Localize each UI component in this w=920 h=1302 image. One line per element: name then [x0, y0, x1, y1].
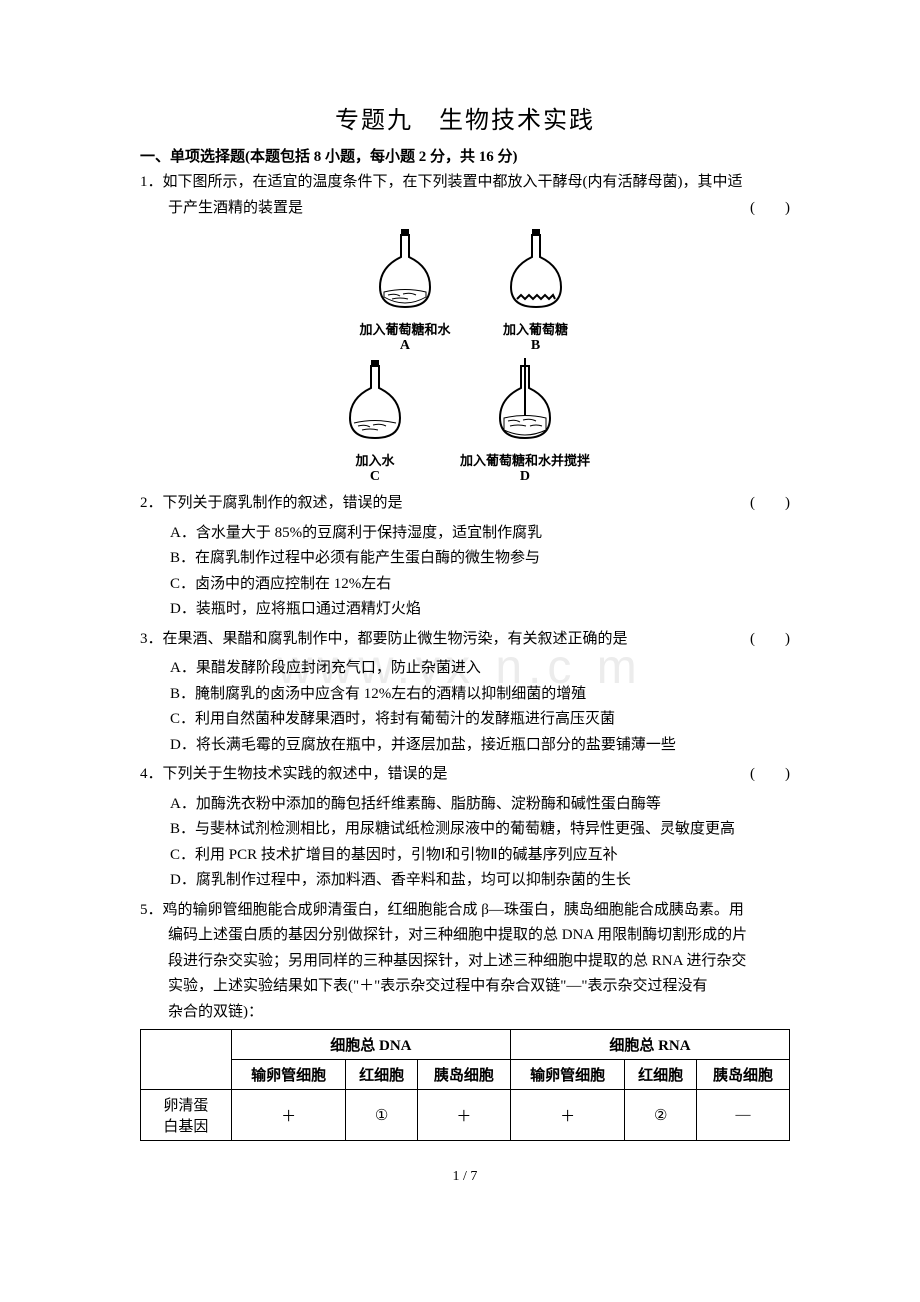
fig-b: 加入葡萄糖 B	[501, 227, 571, 354]
q4-answer-paren: ( )	[742, 762, 790, 788]
fig-c-label: 加入水	[355, 450, 394, 469]
page-title: 专题九 生物技术实践	[140, 100, 790, 135]
th-dna: 细胞总 DNA	[231, 1030, 510, 1060]
question-1: 1． 如下图所示，在适宜的温度条件下，在下列装置中都放入干酵母(内有活酵母菌)，…	[140, 170, 790, 221]
r1c4: ＋	[510, 1090, 624, 1141]
r1c5: ②	[625, 1090, 697, 1141]
q2-number: 2．	[140, 495, 163, 511]
q5-line3: 段进行杂交实验；另用同样的三种基因探针，对上述三种细胞中提取的总 RNA 进行杂…	[140, 949, 790, 975]
th-col1: 输卵管细胞	[231, 1060, 345, 1090]
question-3: 3．在果酒、果醋和腐乳制作中，都要防止微生物污染，有关叙述正确的是 ( )	[140, 627, 790, 653]
question-4: 4．下列关于生物技术实践的叙述中，错误的是 ( )	[140, 762, 790, 788]
q2-answer-paren: ( )	[742, 491, 790, 517]
th-col6: 胰岛细胞	[696, 1060, 789, 1090]
q2-opt-c: C．卤汤中的酒应控制在 12%左右	[140, 572, 790, 598]
fig-d: 加入葡萄糖和水并搅拌 D	[460, 358, 590, 485]
q1-line2: 于产生酒精的装置是	[168, 196, 303, 222]
fig-a-letter: A	[400, 338, 410, 354]
r1c2: ①	[346, 1090, 418, 1141]
q3-opt-a: A．果醋发酵阶段应封闭充气口，防止杂菌进入	[140, 656, 790, 682]
r1c6: —	[696, 1090, 789, 1141]
q5-number: 5．	[140, 898, 163, 924]
th-col4: 输卵管细胞	[510, 1060, 624, 1090]
page-number: 1 / 7	[140, 1169, 790, 1185]
q5-line2: 编码上述蛋白质的基因分别做探针，对三种细胞中提取的总 DNA 用限制酶切割形成的…	[140, 923, 790, 949]
question-2: 2．下列关于腐乳制作的叙述，错误的是 ( )	[140, 491, 790, 517]
q5-table: 细胞总 DNA 细胞总 RNA 输卵管细胞 红细胞 胰岛细胞 输卵管细胞 红细胞…	[140, 1029, 790, 1141]
th-col5: 红细胞	[625, 1060, 697, 1090]
q5-line1: 鸡的输卵管细胞能合成卵清蛋白，红细胞能合成 β—珠蛋白，胰岛细胞能合成胰岛素。用	[163, 898, 790, 924]
th-col3: 胰岛细胞	[417, 1060, 510, 1090]
q1-line1: 如下图所示，在适宜的温度条件下，在下列装置中都放入干酵母(内有活酵母菌)，其中适	[163, 170, 790, 196]
q4-opt-a: A．加酶洗衣粉中添加的酶包括纤维素酶、脂肪酶、淀粉酶和碱性蛋白酶等	[140, 792, 790, 818]
q2-opt-a: A．含水量大于 85%的豆腐利于保持湿度，适宜制作腐乳	[140, 521, 790, 547]
flask-b-icon	[501, 227, 571, 317]
q2-stem: 下列关于腐乳制作的叙述，错误的是	[163, 495, 403, 511]
q1-figures: 加入葡萄糖和水 A 加入葡萄糖 B	[140, 225, 790, 487]
r1c1: ＋	[231, 1090, 345, 1141]
q3-stem: 在果酒、果醋和腐乳制作中，都要防止微生物污染，有关叙述正确的是	[163, 631, 628, 647]
table-header-row-1: 细胞总 DNA 细胞总 RNA	[141, 1030, 790, 1060]
q3-opt-d: D．将长满毛霉的豆腐放在瓶中，并逐层加盐，接近瓶口部分的盐要铺薄一些	[140, 733, 790, 759]
q4-opt-c: C．利用 PCR 技术扩增目的基因时，引物Ⅰ和引物Ⅱ的碱基序列应互补	[140, 843, 790, 869]
q3-answer-paren: ( )	[742, 627, 790, 653]
q4-stem: 下列关于生物技术实践的叙述中，错误的是	[163, 766, 448, 782]
q4-number: 4．	[140, 766, 163, 782]
flask-d-icon	[490, 358, 560, 448]
fig-b-label: 加入葡萄糖	[503, 319, 568, 338]
q2-opt-d: D．装瓶时，应将瓶口通过酒精灯火焰	[140, 597, 790, 623]
q2-opt-b: B．在腐乳制作过程中必须有能产生蛋白酶的微生物参与	[140, 546, 790, 572]
q5-line5: 杂合的双链)：	[140, 1000, 790, 1026]
table-row-1: 卵清蛋 白基因 ＋ ① ＋ ＋ ② —	[141, 1090, 790, 1141]
q3-opt-c: C．利用自然菌种发酵果酒时，将封有葡萄汁的发酵瓶进行高压灭菌	[140, 707, 790, 733]
r1c3: ＋	[417, 1090, 510, 1141]
fig-d-label: 加入葡萄糖和水并搅拌	[460, 450, 590, 469]
flask-c-icon	[340, 358, 410, 448]
fig-a: 加入葡萄糖和水 A	[359, 227, 450, 354]
th-rna: 细胞总 RNA	[510, 1030, 789, 1060]
q5-line4: 实验，上述实验结果如下表("＋"表示杂交过程中有杂合双链"—"表示杂交过程没有	[140, 974, 790, 1000]
table-header-row-2: 输卵管细胞 红细胞 胰岛细胞 输卵管细胞 红细胞 胰岛细胞	[141, 1060, 790, 1090]
q4-opt-d: D．腐乳制作过程中，添加料酒、香辛料和盐，均可以抑制杂菌的生长	[140, 868, 790, 894]
fig-c-letter: C	[370, 469, 380, 485]
flask-a-icon	[370, 227, 440, 317]
fig-d-letter: D	[520, 469, 530, 485]
row1-label: 卵清蛋 白基因	[141, 1090, 232, 1141]
fig-a-label: 加入葡萄糖和水	[359, 319, 450, 338]
q4-opt-b: B．与斐林试剂检测相比，用尿糖试纸检测尿液中的葡萄糖，特异性更强、灵敏度更高	[140, 817, 790, 843]
q1-answer-paren: ( )	[742, 196, 790, 222]
fig-c: 加入水 C	[340, 358, 410, 485]
question-5: 5． 鸡的输卵管细胞能合成卵清蛋白，红细胞能合成 β—珠蛋白，胰岛细胞能合成胰岛…	[140, 898, 790, 1026]
q3-number: 3．	[140, 631, 163, 647]
q3-opt-b: B．腌制腐乳的卤汤中应含有 12%左右的酒精以抑制细菌的增殖	[140, 682, 790, 708]
th-col2: 红细胞	[346, 1060, 418, 1090]
fig-b-letter: B	[531, 338, 540, 354]
section-heading: 一、单项选择题(本题包括 8 小题，每小题 2 分，共 16 分)	[140, 145, 790, 166]
q1-number: 1．	[140, 170, 163, 196]
